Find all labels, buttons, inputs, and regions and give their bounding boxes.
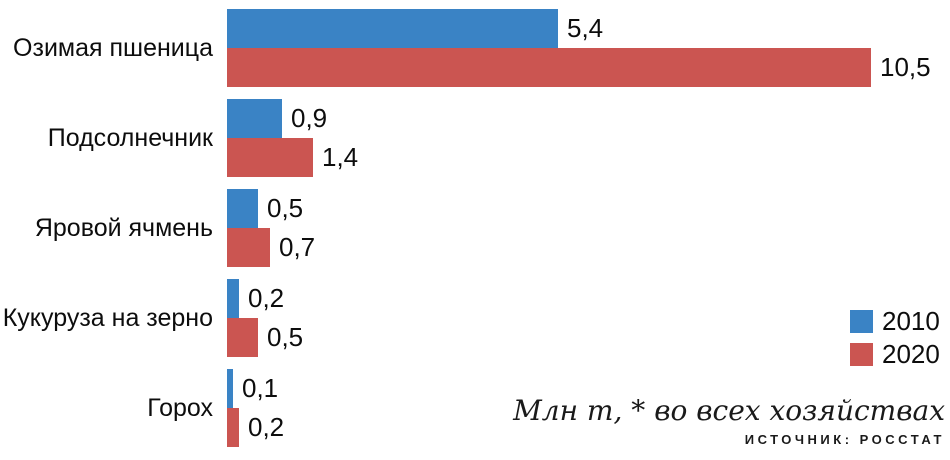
bar-group: 0,5 0,7 [227, 189, 315, 267]
value-label: 0,9 [291, 103, 328, 133]
category-label: Кукуруза на зерно [2, 303, 213, 332]
bar-2010 [227, 189, 258, 228]
value-label: 1,4 [322, 142, 359, 172]
value-label: 0,2 [248, 283, 285, 313]
category-label: Яровой ячмень [34, 213, 213, 242]
bar-line: 5,4 [227, 9, 931, 48]
value-label: 0,1 [242, 373, 279, 403]
bar-2020 [227, 408, 239, 447]
value-label: 0,5 [267, 193, 304, 223]
chart-row: Горох 0,1 0,2 [0, 369, 931, 447]
value-label: 0,5 [267, 322, 304, 352]
legend-label-2020: 2020 [882, 339, 940, 369]
legend-label-2010: 2010 [882, 306, 940, 336]
legend-item-2020: 2020 [850, 338, 940, 371]
bar-2010 [227, 9, 558, 48]
legend-swatch-2020-icon [850, 343, 873, 366]
bar-line: 0,7 [227, 228, 315, 267]
bar-chart: Озимая пшеница 5,4 10,5 Подсолнечник 0,9 1,4 Я… [0, 9, 931, 447]
value-label: 10,5 [880, 52, 931, 82]
units-note: Млн т, * во всех хозяйствах [513, 394, 945, 427]
bar-2020 [227, 318, 258, 357]
bar-group: 5,4 10,5 [227, 9, 931, 87]
bar-2010 [227, 279, 239, 318]
chart-row: Озимая пшеница 5,4 10,5 [0, 9, 931, 87]
bar-2020 [227, 228, 270, 267]
legend-swatch-2010-icon [850, 310, 873, 333]
source-note: ИСТОЧНИК: РОССТАТ [744, 432, 945, 447]
bar-2010 [227, 369, 233, 408]
chart-row: Яровой ячмень 0,5 0,7 [0, 189, 931, 267]
bar-group: 0,9 1,4 [227, 99, 358, 177]
chart-row: Кукуруза на зерно 0,2 0,5 [0, 279, 931, 357]
category-label: Горох [147, 393, 213, 422]
value-label: 0,7 [279, 232, 316, 262]
bar-2020 [227, 138, 313, 177]
bar-line: 0,2 [227, 408, 284, 447]
bar-2010 [227, 99, 282, 138]
chart-row: Подсолнечник 0,9 1,4 [0, 99, 931, 177]
bar-line: 0,5 [227, 318, 303, 357]
category-label: Подсолнечник [47, 123, 213, 152]
bar-2020 [227, 48, 871, 87]
value-label: 0,2 [248, 412, 285, 442]
legend-item-2010: 2010 [850, 305, 940, 338]
value-label: 5,4 [567, 13, 604, 43]
bar-line: 0,9 [227, 99, 358, 138]
bar-line: 0,2 [227, 279, 303, 318]
category-label: Озимая пшеница [13, 33, 213, 62]
bar-line: 0,5 [227, 189, 315, 228]
bar-group: 0,1 0,2 [227, 369, 284, 447]
bar-line: 0,1 [227, 369, 284, 408]
bar-group: 0,2 0,5 [227, 279, 303, 357]
bar-line: 1,4 [227, 138, 358, 177]
bar-line: 10,5 [227, 48, 931, 87]
legend: 2010 2020 [850, 305, 940, 371]
